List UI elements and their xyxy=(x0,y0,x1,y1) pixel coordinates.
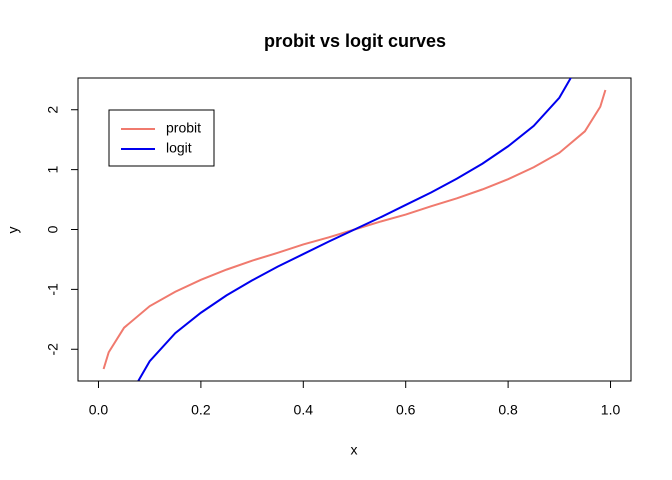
series-line xyxy=(137,78,572,381)
y-axis-label: y xyxy=(5,227,21,234)
plot-area xyxy=(102,78,607,381)
legend-label: probit xyxy=(166,120,201,136)
y-tick-label: -1 xyxy=(45,283,61,296)
x-axis-label: x xyxy=(351,442,358,458)
x-tick-label: 0.6 xyxy=(396,402,416,418)
legend-box xyxy=(108,109,215,167)
x-tick-label: 1.0 xyxy=(601,402,621,418)
x-tick-label: 0.4 xyxy=(294,402,314,418)
x-tick-label: 0.8 xyxy=(498,402,518,418)
y-tick-label: 0 xyxy=(45,225,61,233)
x-tick-label: 0.2 xyxy=(191,402,211,418)
y-tick-label: 1 xyxy=(45,166,61,174)
legend-label: logit xyxy=(166,140,192,156)
y-tick-label: 2 xyxy=(45,106,61,114)
x-tick-label: 0.0 xyxy=(89,402,109,418)
chart-title: probit vs logit curves xyxy=(264,31,446,51)
y-tick-label: -2 xyxy=(45,343,61,356)
